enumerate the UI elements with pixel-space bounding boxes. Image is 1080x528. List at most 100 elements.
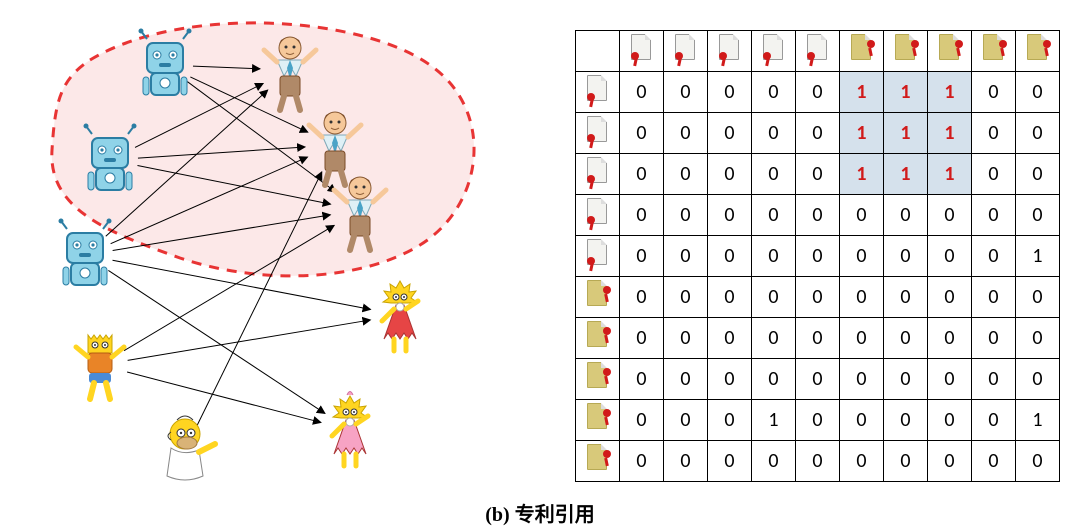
network-diagram	[30, 10, 500, 490]
adjacency-matrix: 0000011100000001110000000111000000000000…	[575, 30, 1060, 482]
matrix-cell: 0	[752, 154, 796, 195]
matrix-cell: 1	[840, 113, 884, 154]
matrix-cell: 0	[1016, 113, 1060, 154]
matrix-cell: 0	[752, 359, 796, 400]
subfigure-caption: (b) 专利引用	[0, 498, 1080, 527]
matrix-cell: 0	[752, 277, 796, 318]
matrix-cell: 0	[972, 400, 1016, 441]
matrix-cell: 1	[752, 400, 796, 441]
matrix-cell: 0	[708, 72, 752, 113]
matrix-cell: 0	[664, 113, 708, 154]
matrix-cell: 0	[972, 113, 1016, 154]
matrix-cell: 0	[708, 113, 752, 154]
matrix-cell: 0	[620, 236, 664, 277]
matrix-cell: 0	[752, 318, 796, 359]
matrix-cell: 0	[620, 400, 664, 441]
matrix-cell: 0	[664, 236, 708, 277]
col-header-icon	[1016, 31, 1060, 72]
col-header-icon	[796, 31, 840, 72]
col-header-icon	[928, 31, 972, 72]
matrix-cell: 0	[840, 318, 884, 359]
matrix-cell: 0	[796, 154, 840, 195]
matrix-cell: 0	[796, 277, 840, 318]
matrix-cell: 0	[972, 154, 1016, 195]
matrix-cell: 1	[840, 72, 884, 113]
robot-icon	[59, 219, 112, 286]
matrix-cell: 0	[708, 154, 752, 195]
matrix-cell: 0	[796, 72, 840, 113]
matrix-cell: 0	[708, 400, 752, 441]
row-header-icon	[576, 441, 620, 482]
bart-icon	[76, 335, 124, 399]
matrix-cell: 1	[884, 72, 928, 113]
matrix-cell: 0	[972, 195, 1016, 236]
matrix-cell: 0	[884, 236, 928, 277]
matrix-cell: 0	[972, 441, 1016, 482]
matrix-cell: 0	[796, 400, 840, 441]
matrix-cell: 0	[1016, 72, 1060, 113]
matrix-cell: 0	[840, 195, 884, 236]
row-header-icon	[576, 277, 620, 318]
matrix-cell: 1	[1016, 236, 1060, 277]
col-header-icon	[620, 31, 664, 72]
matrix-cell: 1	[840, 154, 884, 195]
edge	[127, 372, 321, 422]
matrix-cell: 0	[752, 441, 796, 482]
matrix-cell: 0	[664, 441, 708, 482]
matrix-cell: 0	[840, 441, 884, 482]
matrix-cell: 0	[1016, 359, 1060, 400]
matrix-cell: 0	[1016, 154, 1060, 195]
matrix-cell: 0	[972, 72, 1016, 113]
matrix-cell: 0	[664, 195, 708, 236]
row-header-icon	[576, 236, 620, 277]
edge	[108, 270, 325, 413]
matrix-cell: 0	[664, 72, 708, 113]
matrix-cell: 0	[884, 277, 928, 318]
matrix-cell: 0	[620, 441, 664, 482]
matrix-cell: 0	[840, 359, 884, 400]
row-header-icon	[576, 318, 620, 359]
row-header-icon	[576, 72, 620, 113]
col-header-icon	[708, 31, 752, 72]
matrix-cell: 0	[708, 359, 752, 400]
matrix-cell: 0	[708, 195, 752, 236]
col-header-icon	[752, 31, 796, 72]
matrix-cell: 0	[708, 277, 752, 318]
matrix-cell: 0	[664, 318, 708, 359]
matrix-cell: 0	[796, 113, 840, 154]
matrix-cell: 1	[884, 154, 928, 195]
matrix-cell: 0	[664, 359, 708, 400]
maggie-icon	[332, 392, 368, 467]
matrix-cell: 0	[620, 113, 664, 154]
matrix-cell: 0	[708, 441, 752, 482]
matrix-cell: 0	[796, 359, 840, 400]
matrix-cell: 0	[664, 154, 708, 195]
matrix-cell: 0	[1016, 318, 1060, 359]
lisa-icon	[382, 281, 418, 351]
col-header-icon	[840, 31, 884, 72]
matrix-cell: 0	[620, 359, 664, 400]
row-header-icon	[576, 113, 620, 154]
matrix-cell: 0	[840, 400, 884, 441]
matrix-cell: 0	[928, 277, 972, 318]
matrix-cell: 0	[840, 236, 884, 277]
homer-icon	[167, 416, 215, 480]
matrix-cell: 0	[796, 441, 840, 482]
matrix-cell: 0	[928, 318, 972, 359]
matrix-cell: 0	[796, 236, 840, 277]
edge	[128, 320, 371, 360]
matrix-cell: 1	[928, 154, 972, 195]
matrix-cell: 0	[884, 195, 928, 236]
row-header-icon	[576, 359, 620, 400]
col-header-icon	[664, 31, 708, 72]
matrix-cell: 1	[884, 113, 928, 154]
row-header-icon	[576, 195, 620, 236]
matrix-cell: 0	[972, 359, 1016, 400]
matrix-cell: 0	[796, 195, 840, 236]
matrix-cell: 0	[972, 277, 1016, 318]
matrix-cell: 0	[928, 236, 972, 277]
matrix-cell: 0	[884, 400, 928, 441]
matrix-cell: 0	[752, 195, 796, 236]
matrix-cell: 0	[1016, 195, 1060, 236]
matrix-cell: 0	[664, 277, 708, 318]
